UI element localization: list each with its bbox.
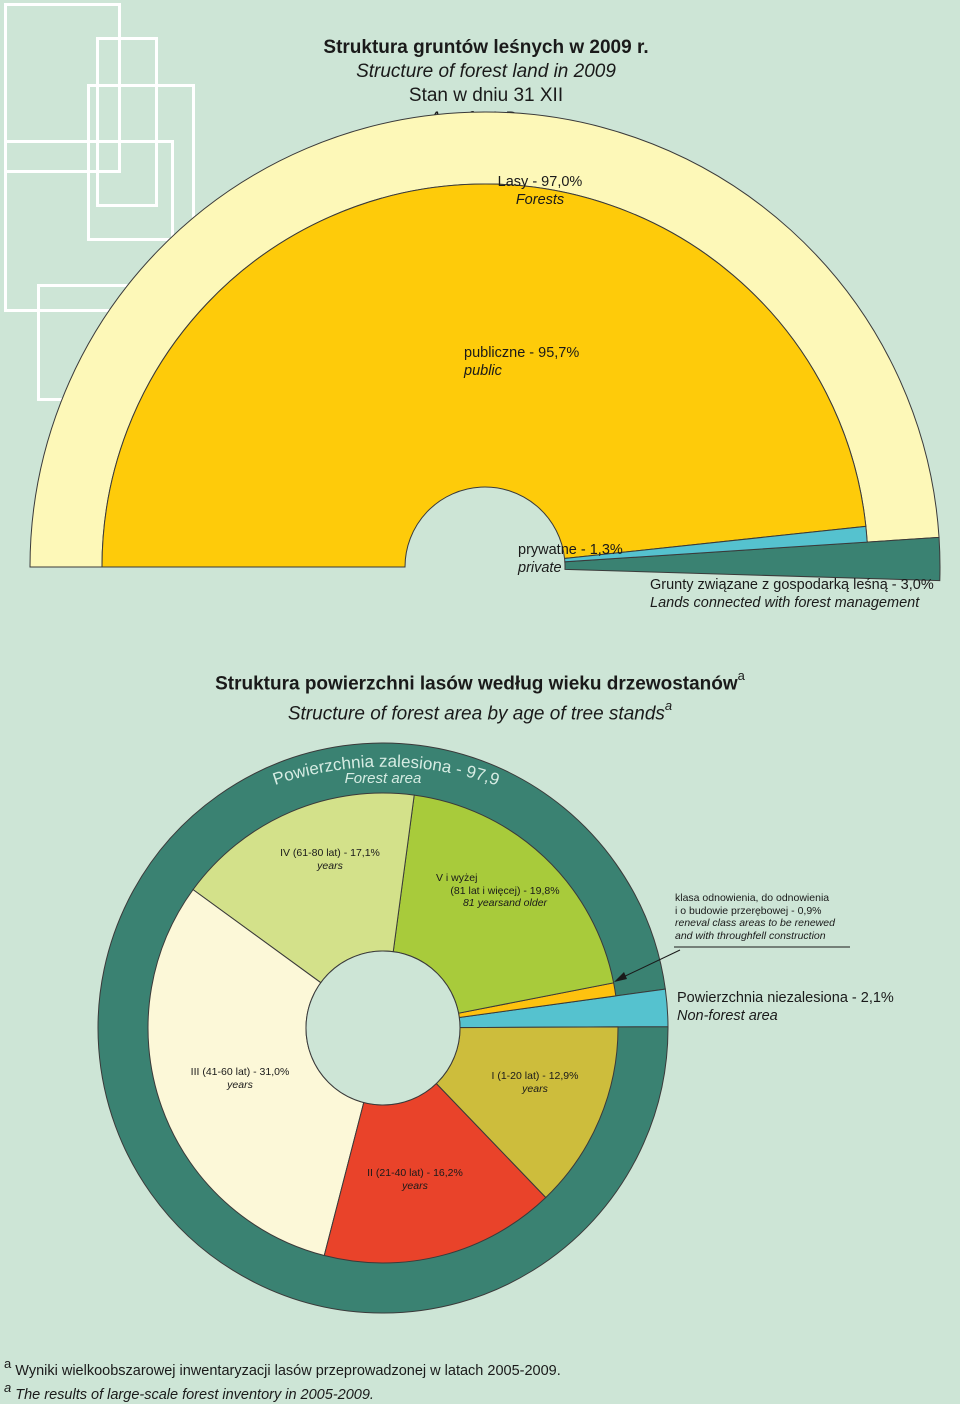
section2-title-pl-sup: a	[737, 668, 745, 683]
section2-title-pl-line: Struktura powierzchni lasów według wieku…	[120, 666, 840, 696]
age-III-label-pl: III (41-60 lat) - 31,0%	[190, 1066, 290, 1078]
non-forest-label-en: Non-forest area	[677, 1008, 778, 1024]
footnote-en-sup: a	[4, 1379, 12, 1395]
private-label: prywatne - 1,3% private	[518, 541, 718, 577]
age-I-label-pl: I (1-20 lat) - 12,9%	[491, 1070, 579, 1082]
non-forest-label-pl: Powierzchnia niezalesiona - 2,1%	[677, 990, 894, 1006]
section2-title: Struktura powierzchni lasów według wieku…	[120, 666, 840, 727]
age-V-label-pl: V i wyżej	[436, 872, 478, 884]
age-II-label-en: years	[402, 1179, 428, 1192]
age-I-label-en: years	[522, 1082, 548, 1095]
age-I-label: I (1-20 lat) - 12,9% years	[470, 1070, 600, 1095]
public-label-pl: publiczne - 95,7%	[464, 345, 580, 361]
age-V-label-pl2: (81 lat i więcej) - 19,8%	[450, 884, 560, 897]
age-II-label: II (21-40 lat) - 16,2% years	[350, 1167, 480, 1192]
forest-mgmt-label: Grunty związane z gospodarką leśną - 3,0…	[650, 576, 960, 612]
private-sector	[563, 525, 868, 563]
public-label: publiczne - 95,7% public	[464, 344, 664, 380]
public-sector	[101, 183, 867, 568]
age-III-label-en: years	[227, 1078, 253, 1091]
footnote-pl: Wyniki wielkoobszarowej inwentaryzacji l…	[15, 1362, 561, 1379]
decorative-square	[96, 37, 158, 207]
age-V-label: V i wyżej (81 lat i więcej) - 19,8% 81 y…	[420, 872, 590, 910]
footnote-pl-line: a Wyniki wielkoobszarowej inwentaryzacji…	[4, 1356, 954, 1380]
renewal-label-en2: and with throughfell construction	[675, 929, 826, 942]
age-II-label-pl: II (21-40 lat) - 16,2%	[367, 1167, 463, 1179]
age-IV-label: IV (61-80 lat) - 17,1% years	[250, 847, 410, 872]
decorative-square	[4, 3, 121, 173]
forest-mgmt-label-pl: Grunty związane z gospodarką leśną - 3,0…	[650, 577, 934, 593]
renewal-label: klasa odnowienia, do odnowienia i o budo…	[675, 892, 875, 942]
age-IV-label-pl: IV (61-80 lat) - 17,1%	[280, 847, 380, 859]
forest-area-label-en: Forest area	[345, 770, 422, 787]
section2-title-en-sup: a	[664, 698, 673, 714]
pointer-arrowhead	[614, 972, 627, 982]
decorative-square	[87, 84, 195, 241]
age-III-label: III (41-60 lat) - 31,0% years	[170, 1066, 310, 1091]
section2-title-en: Structure of forest area by age of tree …	[287, 703, 665, 725]
pointer-line	[618, 949, 681, 980]
renewal-label-en1: reneval class areas to be renewed	[675, 917, 835, 929]
private-label-en: private	[518, 560, 562, 576]
footnote: a Wyniki wielkoobszarowej inwentaryzacji…	[4, 1356, 954, 1404]
half-donut-group	[29, 111, 941, 582]
footnote-en: The results of large-scale forest invent…	[15, 1386, 374, 1403]
date-pl: Stan w dniu 31 XII	[408, 85, 564, 106]
section2-title-pl: Struktura powierzchni lasów według wieku…	[215, 673, 738, 695]
footnote-pl-sup: a	[4, 1356, 12, 1371]
age-V-label-en: 81 yearsand older	[462, 897, 548, 909]
forests-label-pl: Lasy - 97,0%	[497, 174, 583, 190]
age-IV-label-en: years	[317, 859, 343, 872]
forest-land-half-donut-chart	[29, 111, 941, 582]
renewal-label-pl1: klasa odnowienia, do odnowienia	[675, 892, 830, 904]
non-forest-label: Powierzchnia niezalesiona - 2,1% Non-for…	[677, 989, 957, 1025]
donut-hole	[305, 950, 461, 1106]
forests-label-en: Forests	[515, 192, 565, 208]
forests-label: Lasy - 97,0% Forests	[440, 173, 640, 209]
footnote-en-line: a The results of large-scale forest inve…	[4, 1380, 954, 1404]
section2-title-en-line: Structure of forest area by age of tree …	[120, 696, 840, 726]
private-label-pl: prywatne - 1,3%	[518, 542, 623, 558]
forest-mgmt-sector	[564, 536, 941, 582]
renewal-label-pl2: i o budowie przerębowej - 0,9%	[675, 904, 822, 917]
full-donut-group	[97, 742, 669, 1314]
decorative-square	[4, 140, 174, 312]
public-label-en: public	[464, 363, 502, 379]
title-pl: Struktura gruntów leśnych w 2009 r.	[323, 37, 649, 58]
title-en: Structure of forest land in 2009	[356, 61, 616, 82]
forest-mgmt-label-en: Lands connected with forest management	[650, 595, 920, 611]
forest-age-donut-chart: Powierzchnia zalesiona - 97,9% Forest ar…	[0, 720, 850, 1314]
